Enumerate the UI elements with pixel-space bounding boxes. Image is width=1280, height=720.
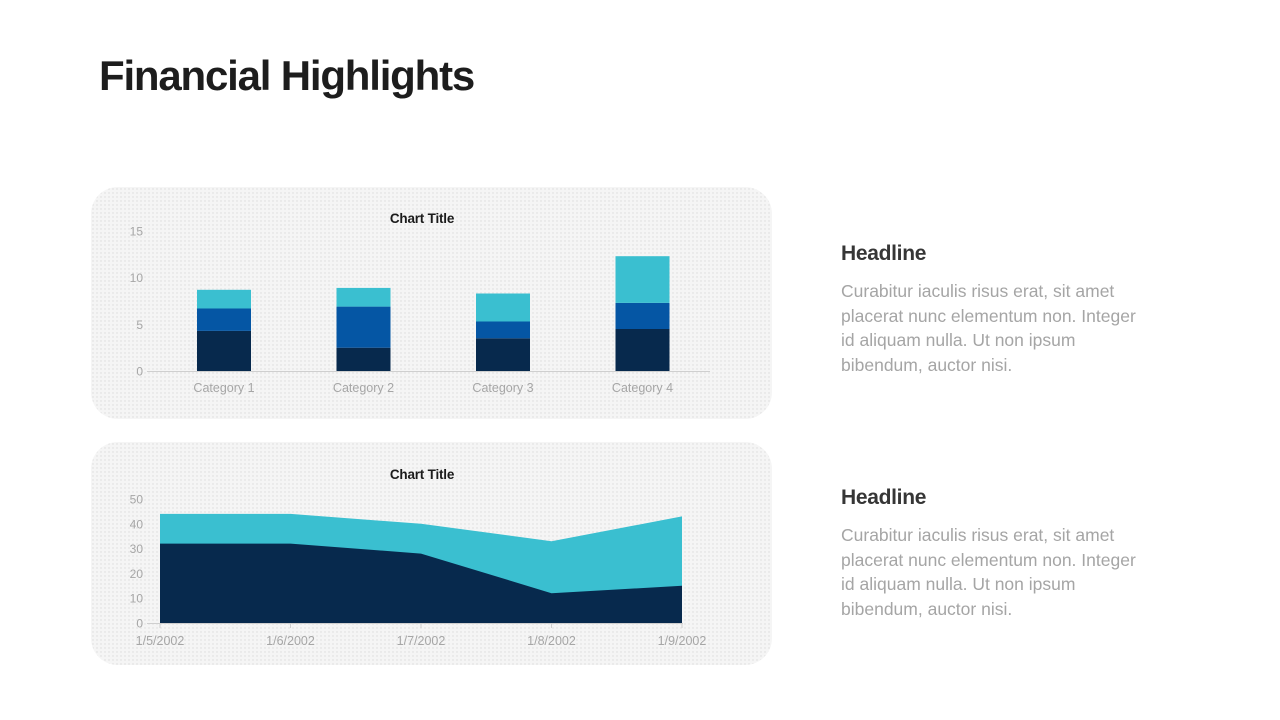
bar-segment [336, 347, 391, 371]
page-title: Financial Highlights [99, 52, 475, 99]
date-label: 1/6/2002 [266, 634, 315, 648]
bar-segment [336, 287, 391, 307]
y-tick-label: 40 [130, 517, 144, 531]
date-label: 1/5/2002 [136, 634, 185, 648]
bar-chart-title: Chart Title [390, 211, 455, 226]
date-label: 1/7/2002 [397, 634, 446, 648]
stacked-area-chart: Chart Title 0 10 20 30 40 50 1/5/2002 1/6/2002 1… [130, 467, 707, 648]
bar-segment [476, 338, 530, 371]
date-label: 1/8/2002 [527, 634, 576, 648]
text-block-top: Headline Curabitur iaculis risus erat, s… [841, 242, 1143, 377]
bar-chart-card: Chart Title 0 5 10 15 Category 1 Category 2 Ca… [91, 187, 772, 419]
area-chart-title: Chart Title [390, 467, 455, 482]
y-tick-label: 0 [136, 617, 143, 631]
area-layer [160, 543, 682, 623]
body-text: Curabitur iaculis risus erat, sit amet p… [841, 281, 1136, 375]
category-label: Category 3 [472, 381, 533, 395]
bar-segment [615, 256, 670, 303]
bar-segment [336, 306, 391, 348]
y-tick-label: 30 [130, 542, 144, 556]
y-tick-label: 10 [130, 592, 144, 606]
bar-segment [197, 289, 251, 309]
headline: Headline [841, 242, 927, 265]
y-tick-label: 15 [130, 225, 144, 239]
y-tick-label: 20 [130, 567, 144, 581]
headline: Headline [841, 486, 927, 509]
bar-segment [476, 321, 530, 339]
area-chart-card: Chart Title 0 10 20 30 40 50 1/5/2002 1/6/2002 1… [91, 442, 772, 665]
bar-segment [615, 329, 670, 371]
category-label: Category 4 [612, 381, 673, 395]
bar-segment [615, 302, 670, 329]
stacked-bar-chart: Chart Title 0 5 10 15 Category 1 Category 2 Ca… [130, 211, 710, 395]
y-tick-label: 10 [130, 271, 144, 285]
y-tick-label: 50 [130, 493, 144, 507]
y-tick-label: 5 [136, 318, 143, 332]
date-label: 1/9/2002 [658, 634, 707, 648]
bar-segment [197, 330, 251, 371]
body-text: Curabitur iaculis risus erat, sit amet p… [841, 525, 1136, 619]
y-tick-label: 0 [136, 365, 143, 379]
text-block-bottom: Headline Curabitur iaculis risus erat, s… [841, 486, 1143, 621]
category-label: Category 1 [193, 381, 254, 395]
bar-segment [476, 293, 530, 322]
bar-segment [197, 308, 251, 331]
category-label: Category 2 [333, 381, 394, 395]
